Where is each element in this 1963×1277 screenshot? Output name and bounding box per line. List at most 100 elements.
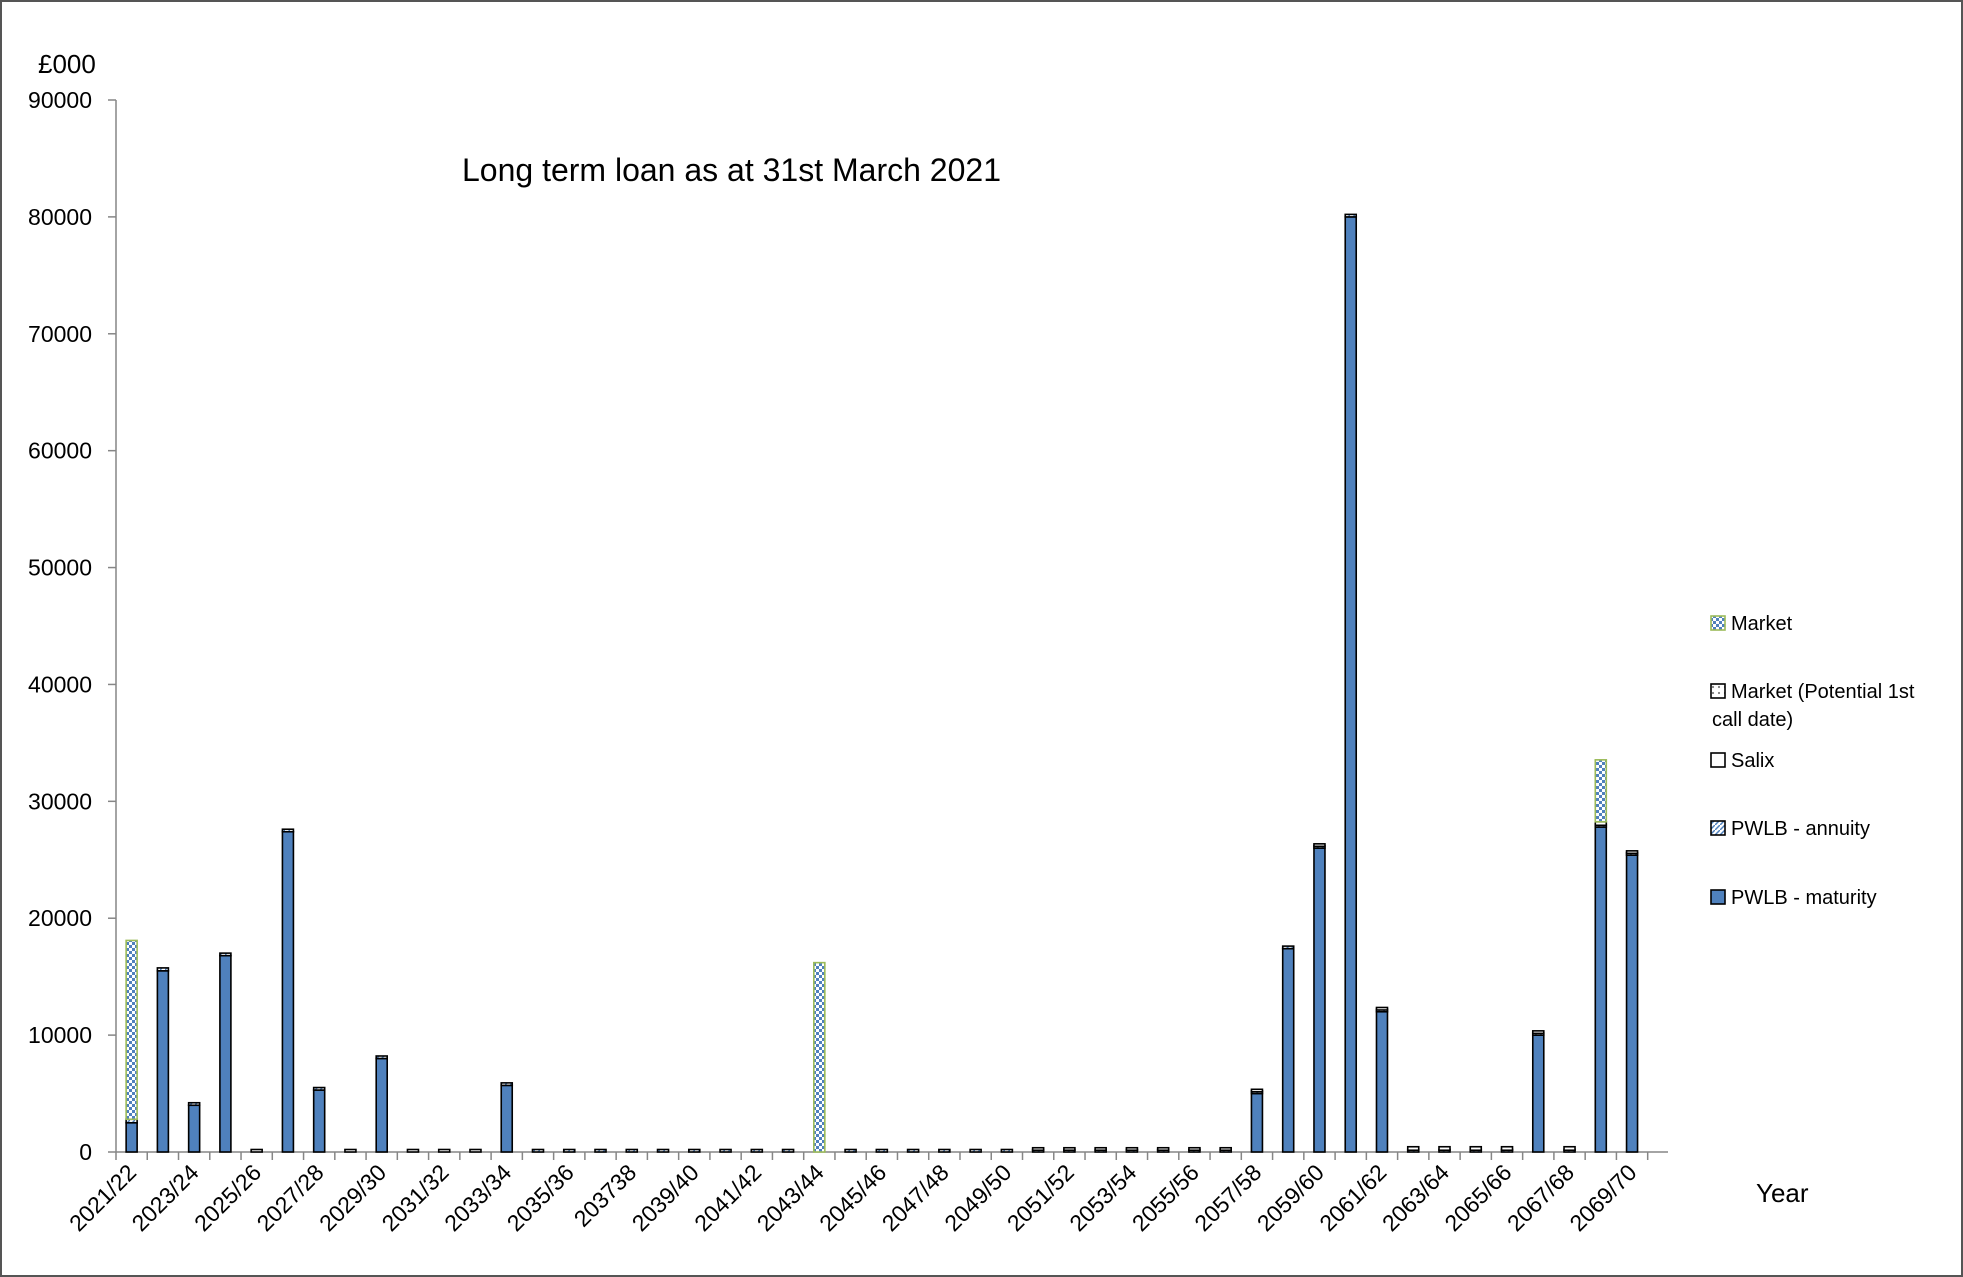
bar-salix-2053-54 (1125, 1146, 1139, 1152)
bar-salix-2061-62 (1375, 1006, 1389, 1011)
labels: 0 10000 20000 30000 40000 50000 60000 70000 8000… (28, 87, 1642, 1236)
bar-pwlb-annuity-2042-43 (781, 1148, 795, 1153)
bar-pwlb-maturity-2029-30 (375, 1057, 388, 1153)
bar-salix-2067-68 (1563, 1145, 1576, 1152)
x-tick-label: 2065/66 (1439, 1159, 1516, 1236)
x-tick-label: 2027/28 (252, 1159, 329, 1236)
bar-salix-2050-51 (1031, 1146, 1045, 1152)
bar-salix-2051-52 (1063, 1146, 1076, 1152)
y-tick-label: 0 (79, 1139, 92, 1165)
bar-pwlb-annuity-2048-49 (969, 1148, 982, 1153)
y-tick-label: 70000 (28, 321, 92, 347)
x-tick-label: 2025/26 (189, 1159, 266, 1236)
x-tick-label: 2035/36 (502, 1159, 579, 1236)
y-tick-label: 60000 (28, 438, 92, 464)
bar-salix-2069-70 (1625, 850, 1639, 855)
bar-salix-2052-53 (1094, 1146, 1107, 1152)
bar-salix-2065-66 (1500, 1145, 1514, 1152)
bar-salix-2064-65 (1469, 1145, 1483, 1152)
bar-salix-2059-60 (1313, 843, 1326, 848)
bar-salix-2028-29 (344, 1148, 357, 1153)
y-tick-label: 10000 (28, 1022, 92, 1048)
legend-key-market (1710, 615, 1726, 631)
bar-pwlb-annuity-2040-41 (719, 1148, 732, 1153)
bar-salix-2057-58 (1250, 1088, 1264, 1093)
y-tick-label: 30000 (28, 788, 92, 814)
bar-pwlb-annuity-2027-28 (312, 1086, 326, 1091)
bar-market-2043-44 (813, 961, 826, 1153)
axes (108, 99, 1668, 1160)
bar-pwlb-annuity-2022-23 (156, 967, 170, 972)
x-tick-label: 2051/52 (1002, 1159, 1079, 1236)
bar-pwlb-annuity-2033-34 (500, 1082, 514, 1087)
bar-pwlb-maturity-2024-25 (219, 954, 232, 1153)
bar-pwlb-maturity-2027-28 (312, 1089, 326, 1153)
bar-pwlb-annuity-203738 (625, 1148, 639, 1153)
legend: Market Market (Potential 1st call date) Sal… (1710, 613, 1915, 909)
bar-pwlb-maturity-2066-67 (1531, 1034, 1545, 1153)
x-tick-label: 2049/50 (939, 1159, 1016, 1236)
y-tick-label: 90000 (28, 87, 92, 113)
x-tick-label: 2069/70 (1564, 1159, 1641, 1236)
x-tick-label: 2063/64 (1377, 1159, 1454, 1236)
bar-salix-2062-63 (1406, 1145, 1420, 1152)
bar-salix-2063-64 (1438, 1145, 1451, 1152)
x-tick-label: 2057/58 (1189, 1159, 1266, 1236)
bar-pwlb-annuity-2034-35 (531, 1148, 545, 1153)
legend-key-salix (1710, 752, 1726, 768)
y-tick-label: 20000 (28, 905, 92, 931)
bar-salix-2032-33 (469, 1148, 482, 1153)
y-tick-label: 50000 (28, 555, 92, 581)
bar-pwlb-maturity-2060-61 (1344, 216, 1358, 1153)
bar-pwlb-annuity-2036-37 (594, 1148, 607, 1153)
bar-pwlb-maturity-2057-58 (1250, 1092, 1264, 1153)
legend-key-pwlb-annuity (1710, 820, 1726, 836)
bar-salix-2056-57 (1219, 1146, 1232, 1152)
y-axis-unit-label: £000 (38, 49, 96, 79)
x-tick-label: 2047/48 (877, 1159, 954, 1236)
legend-key-pwlb-maturity (1710, 889, 1726, 905)
bar-pwlb-annuity-2035-36 (562, 1148, 576, 1153)
bar-salix-2066-67 (1531, 1030, 1545, 1035)
bar-pwlb-annuity-2038-39 (656, 1148, 670, 1153)
bar-salix-2025-26 (250, 1148, 263, 1153)
legend-label-pwlb-annuity: PWLB - annuity (1731, 818, 1870, 840)
x-tick-label: 2045/46 (814, 1159, 891, 1236)
bar-pwlb-annuity-2060-61 (1344, 213, 1358, 218)
x-tick-label: 2067/68 (1502, 1159, 1579, 1236)
bar-salix-2054-55 (1156, 1146, 1170, 1152)
bar-pwlb-maturity-2021-22 (125, 1121, 138, 1153)
legend-label-salix: Salix (1731, 750, 1774, 772)
bar-pwlb-annuity-2049-50 (1000, 1148, 1014, 1153)
chart-title: Long term loan as at 31st March 2021 (462, 152, 1001, 188)
y-tick-label: 40000 (28, 671, 92, 697)
bar-salix-2055-56 (1188, 1146, 1201, 1152)
x-tick-label: 2029/30 (314, 1159, 391, 1236)
bar-salix-2030-31 (406, 1148, 420, 1153)
x-tick-label: 2059/60 (1252, 1159, 1329, 1236)
bar-pwlb-annuity-2026-27 (281, 828, 295, 833)
bar-salix-2031-32 (437, 1148, 451, 1153)
x-tick-label: 2055/56 (1127, 1159, 1204, 1236)
x-axis-title: Year (1756, 1178, 1809, 1208)
bar-pwlb-maturity-2026-27 (281, 830, 295, 1153)
bar-pwlb-maturity-2058-59 (1281, 947, 1295, 1153)
x-tick-label: 2023/24 (127, 1159, 204, 1236)
bar-pwlb-annuity-2029-30 (375, 1055, 388, 1060)
x-tick-label: 2043/44 (752, 1159, 829, 1236)
bar-pwlb-maturity-2059-60 (1313, 847, 1326, 1153)
legend-label-market: Market (1731, 613, 1793, 635)
bar-market-2068-69 (1594, 759, 1608, 823)
bar-pwlb-annuity-2058-59 (1281, 945, 1295, 950)
bar-pwlb-annuity-2046-47 (906, 1148, 920, 1153)
x-tick-label: 2039/40 (627, 1159, 704, 1236)
bar-pwlb-annuity-2047-48 (938, 1148, 951, 1153)
bar-pwlb-maturity-2068-69 (1594, 826, 1608, 1153)
bar-pwlb-maturity-2033-34 (500, 1084, 514, 1153)
x-tick-label: 2021/22 (64, 1159, 141, 1236)
bar-pwlb-annuity-2024-25 (219, 952, 232, 957)
bar-pwlb-annuity-2023-24 (187, 1101, 201, 1107)
x-tick-label: 2061/62 (1314, 1159, 1391, 1236)
bar-pwlb-maturity-2023-24 (187, 1104, 201, 1153)
